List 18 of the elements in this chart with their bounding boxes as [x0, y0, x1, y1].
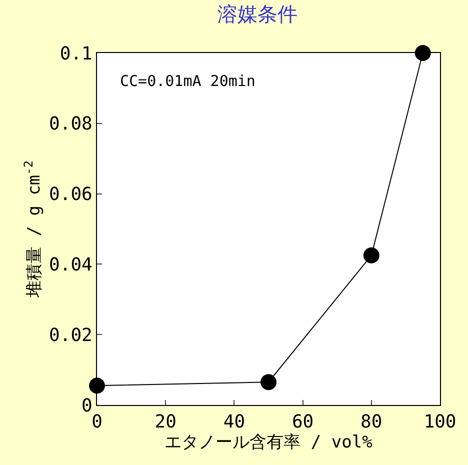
x-tick-label: 80 — [360, 412, 382, 433]
point — [363, 247, 380, 264]
y-tick-label: 0.06 — [49, 184, 92, 206]
point — [414, 45, 431, 61]
y-tick-label: 0 — [82, 395, 92, 416]
y-tick-label: 0.04 — [49, 254, 92, 276]
x-axis-title: エタノール含有率 / vol% — [164, 432, 372, 453]
point — [89, 378, 105, 394]
x-tick-label: 20 — [154, 412, 176, 433]
annotation: CC=0.01mA 20min — [120, 72, 256, 90]
point — [260, 374, 276, 390]
x-tick-label: 60 — [292, 412, 314, 433]
y-tick-label: 0.08 — [49, 114, 92, 135]
y-tick-label: 0.02 — [49, 324, 92, 346]
y-tick-label: 0.1 — [60, 43, 92, 64]
chart-title: 溶媒条件 — [217, 2, 298, 26]
x-tick-label: 100 — [424, 412, 456, 433]
x-tick-label: 40 — [223, 412, 246, 433]
